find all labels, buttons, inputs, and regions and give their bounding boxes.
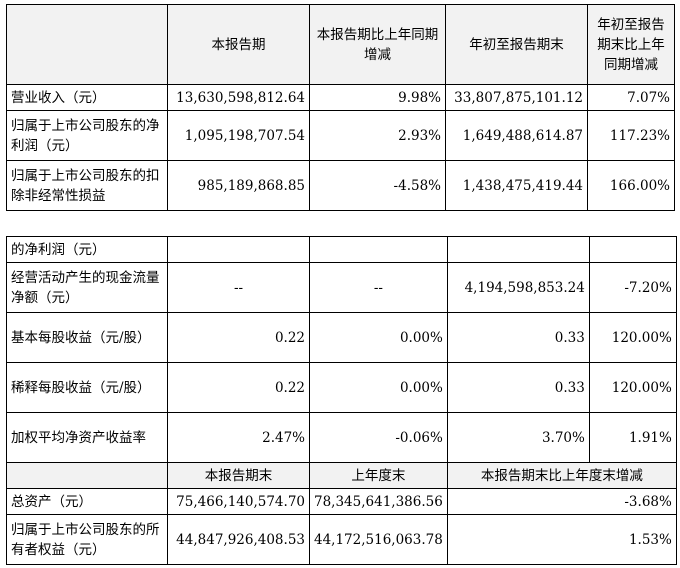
header-current-period-change: 本报告期比上年同期增减 <box>309 4 446 85</box>
row-label: 的净利润（元） <box>6 236 168 263</box>
table-row: 稀释每股收益（元/股） 0.22 0.00% 0.33 120.00% <box>6 362 677 413</box>
header-empty-cell <box>6 4 168 85</box>
cell-value: 9.98% <box>309 84 446 111</box>
cell-value: 3.70% <box>446 412 590 463</box>
cell-value: 2.93% <box>309 110 446 161</box>
row-label: 稀释每股收益（元/股） <box>6 362 168 413</box>
cell-value: 33,807,875,101.12 <box>445 84 588 111</box>
header-row-assets: 本报告期末 上年度末 本报告期末比上年度末增减 <box>6 462 677 489</box>
header-ytd: 年初至报告期末 <box>445 4 588 85</box>
header-row: 本报告期 本报告期比上年同期增减 年初至报告期末 年初至报告期末比上年同期增减 <box>6 4 675 85</box>
row-label: 归属于上市公司股东的扣除非经常性损益 <box>6 160 168 211</box>
cell-value: 1.53% <box>446 514 677 565</box>
row-label: 加权平均净资产收益率 <box>6 412 168 463</box>
header-period-end: 本报告期末 <box>167 462 310 489</box>
cell-value: 44,847,926,408.53 <box>167 514 310 565</box>
header-ytd-change: 年初至报告期末比上年同期增减 <box>587 4 675 85</box>
row-label: 营业收入（元） <box>6 84 168 111</box>
table-row: 归属于上市公司股东的净利润（元） 1,095,198,707.54 2.93% … <box>6 110 675 161</box>
cell-value: 120.00% <box>588 362 677 413</box>
cell-value: 7.07% <box>587 84 675 111</box>
financial-table-bottom: 的净利润（元） 经营活动产生的现金流量净额（元） -- -- 4,194,598… <box>6 236 677 565</box>
row-label: 经营活动产生的现金流量净额（元） <box>6 262 168 313</box>
header-current-period: 本报告期 <box>167 4 310 85</box>
cell-value: 1,095,198,707.54 <box>167 110 310 161</box>
cell-value: 117.23% <box>587 110 675 161</box>
cell-value <box>309 236 448 263</box>
cell-value <box>167 236 310 263</box>
cell-value: 1.91% <box>588 412 677 463</box>
table-row: 基本每股收益（元/股） 0.22 0.00% 0.33 120.00% <box>6 312 677 363</box>
table-row: 总资产（元） 75,466,140,574.70 78,345,641,386.… <box>6 488 677 515</box>
header-empty-cell <box>6 462 168 489</box>
row-label: 总资产（元） <box>6 488 168 515</box>
row-label: 归属于上市公司股东的所有者权益（元） <box>6 514 168 565</box>
cell-value <box>588 236 677 263</box>
cell-value: 0.22 <box>167 312 310 363</box>
row-label: 基本每股收益（元/股） <box>6 312 168 363</box>
cell-value: 13,630,598,812.64 <box>167 84 310 111</box>
cell-value: -- <box>167 262 310 313</box>
cell-value: 120.00% <box>588 312 677 363</box>
cell-value: 985,189,868.85 <box>167 160 310 211</box>
cell-value: 1,649,488,614.87 <box>445 110 588 161</box>
cell-value: 0.33 <box>446 362 590 413</box>
cell-value: -7.20% <box>588 262 677 313</box>
cell-value: -- <box>309 262 448 313</box>
cell-value: 0.00% <box>309 362 448 413</box>
table-row: 加权平均净资产收益率 2.47% -0.06% 3.70% 1.91% <box>6 412 677 463</box>
table-row: 经营活动产生的现金流量净额（元） -- -- 4,194,598,853.24 … <box>6 262 677 313</box>
cell-value: 78,345,641,386.56 <box>309 488 448 515</box>
cell-value: 0.22 <box>167 362 310 413</box>
table-row: 归属于上市公司股东的所有者权益（元） 44,847,926,408.53 44,… <box>6 514 677 565</box>
header-prior-year-end: 上年度末 <box>309 462 448 489</box>
header-period-end-change: 本报告期末比上年度末增减 <box>446 462 677 489</box>
cell-value: 4,194,598,853.24 <box>446 262 590 313</box>
financial-table-top: 本报告期 本报告期比上年同期增减 年初至报告期末 年初至报告期末比上年同期增减 … <box>6 4 675 211</box>
row-label: 归属于上市公司股东的净利润（元） <box>6 110 168 161</box>
cell-value: 75,466,140,574.70 <box>167 488 310 515</box>
cell-value: 1,438,475,419.44 <box>445 160 588 211</box>
cell-value: 166.00% <box>587 160 675 211</box>
cell-value: 0.33 <box>446 312 590 363</box>
table-row: 营业收入（元） 13,630,598,812.64 9.98% 33,807,8… <box>6 84 675 111</box>
cell-value: -0.06% <box>309 412 448 463</box>
table-row: 归属于上市公司股东的扣除非经常性损益 985,189,868.85 -4.58%… <box>6 160 675 211</box>
cell-value: 2.47% <box>167 412 310 463</box>
cell-value: -4.58% <box>309 160 446 211</box>
cell-value: 44,172,516,063.78 <box>309 514 448 565</box>
cell-value: -3.68% <box>446 488 677 515</box>
cell-value: 0.00% <box>309 312 448 363</box>
cell-value <box>446 236 590 263</box>
table-row: 的净利润（元） <box>6 236 677 263</box>
